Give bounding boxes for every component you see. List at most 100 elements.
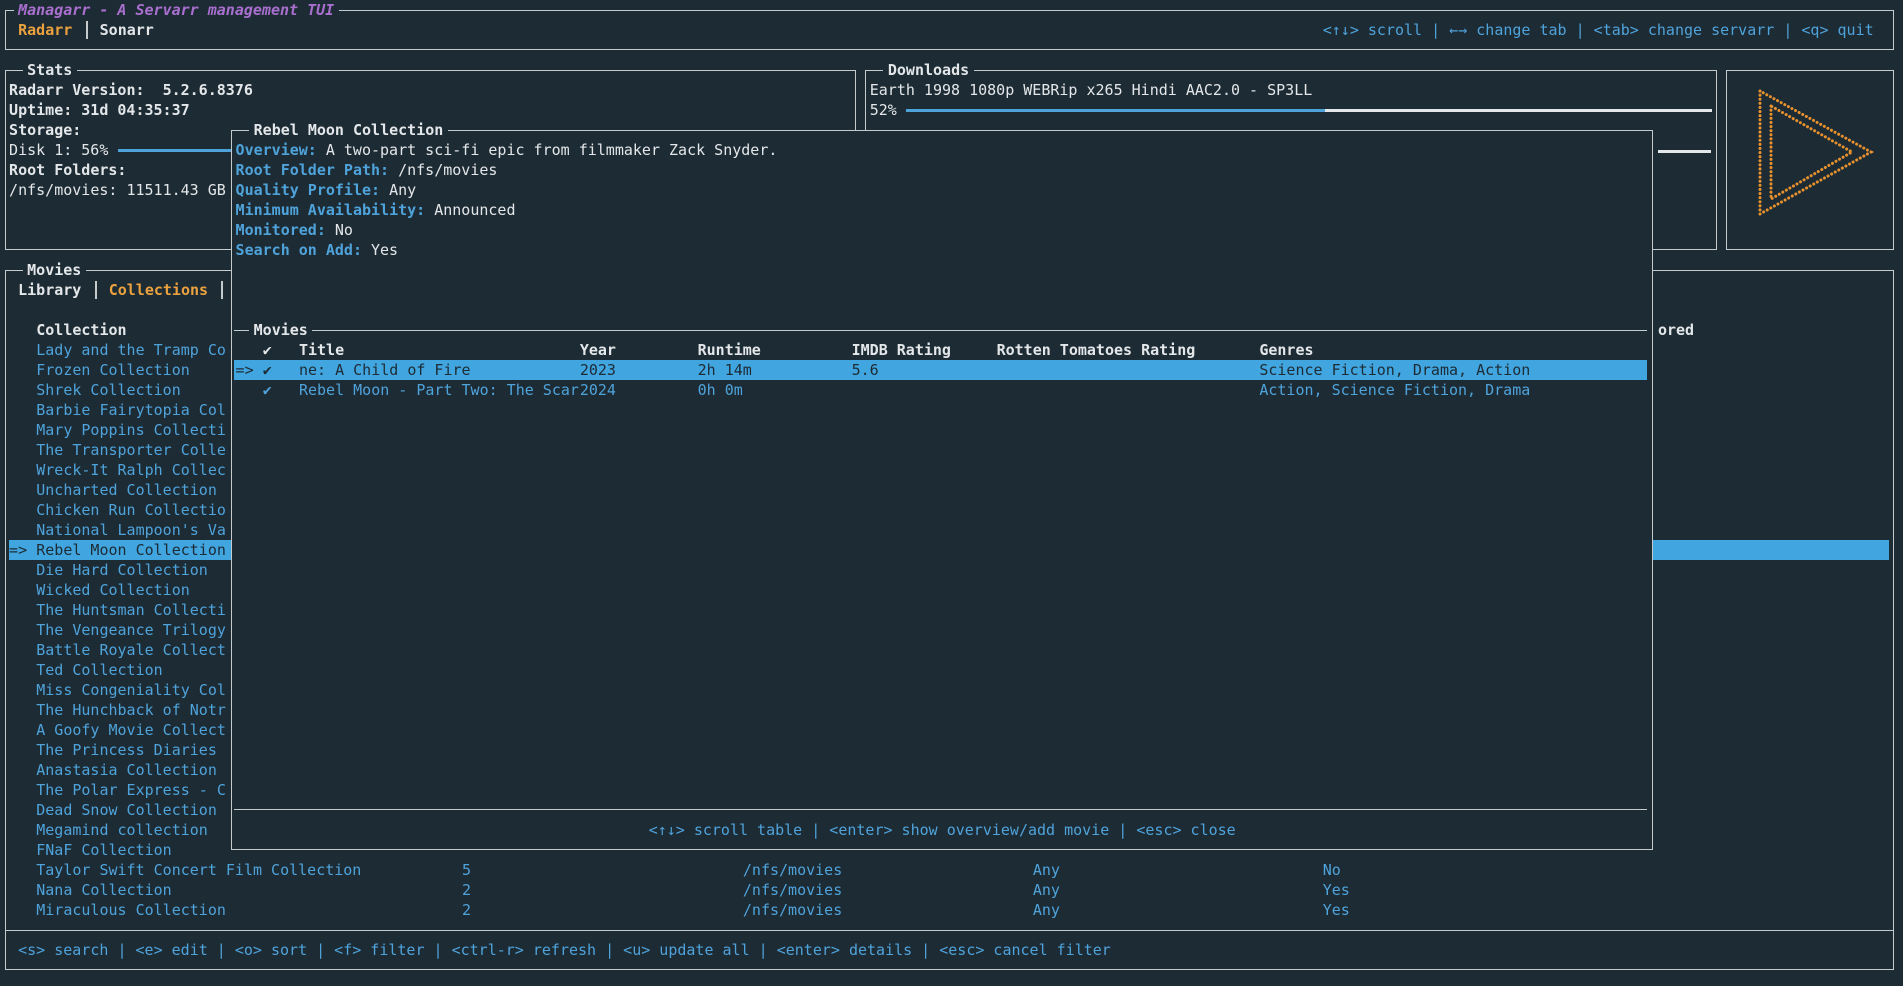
popup-field-label: Root Folder Path:: [235, 161, 390, 179]
collection-name[interactable]: Frozen Collection: [36, 361, 190, 379]
popup-column-header: IMDB Rating: [851, 341, 951, 359]
popup-cell-genres: Science Fiction, Drama, Action: [1259, 361, 1531, 379]
collection-name[interactable]: A Goofy Movie Collect: [36, 721, 226, 739]
collection-name[interactable]: Die Hard Collection: [36, 561, 208, 579]
collection-name[interactable]: Ted Collection: [36, 661, 163, 679]
popup-field-label: Minimum Availability:: [235, 201, 426, 219]
logo-frame: [1725, 70, 1895, 250]
row-cursor: =>: [9, 541, 28, 559]
disk-label: Disk 1:: [9, 141, 73, 159]
storage-label: Storage:: [9, 121, 82, 139]
collection-name[interactable]: The Transporter Colle: [36, 441, 226, 459]
collection-root-folder: /nfs/movies: [742, 901, 843, 919]
collection-root-folder: /nfs/movies: [742, 881, 843, 899]
collection-name[interactable]: Mary Poppins Collecti: [36, 421, 226, 439]
row-cursor: =>: [235, 361, 254, 379]
collection-name[interactable]: Shrek Collection: [36, 381, 181, 399]
popup-field-value: Yes: [371, 241, 399, 259]
popup-field-label: Search on Add:: [235, 241, 362, 259]
popup-cell-year: 2023: [579, 361, 616, 379]
movies-tab[interactable]: Library: [18, 281, 82, 299]
downloads-title: Downloads: [883, 60, 974, 80]
column-header: Collection: [36, 321, 127, 339]
collection-name[interactable]: Barbie Fairytopia Col: [36, 401, 226, 419]
collection-name[interactable]: Wicked Collection: [36, 581, 190, 599]
collection-quality-profile: Any: [1032, 881, 1060, 899]
progress-track: [1325, 109, 1713, 112]
popup-column-header: Genres: [1259, 341, 1314, 359]
root-folder: /nfs/movies: 11511.43 GB: [9, 181, 226, 199]
uptime: Uptime: 31d 04:35:37: [9, 100, 190, 120]
header-frame: [4, 10, 1895, 50]
popup-selected-highlight: [234, 360, 1647, 380]
collection-name[interactable]: Nana Collection: [36, 881, 172, 899]
servarr-tab[interactable]: Sonarr: [99, 21, 154, 39]
collection-movies: 2: [462, 881, 472, 899]
column-header: ored: [1657, 321, 1695, 339]
popup-field-value: A two-part sci-fi epic from filmmaker Za…: [325, 141, 778, 159]
stats-title: Stats: [22, 60, 77, 80]
logo-inner: [1769, 103, 1856, 202]
hidden-download-bar: [1658, 150, 1711, 153]
popup-field: Root Folder Path: /nfs/movies: [236, 160, 498, 180]
popup-field-label: Quality Profile:: [235, 181, 381, 199]
collection-name[interactable]: The Polar Express - C: [36, 781, 226, 799]
collection-name[interactable]: Dead Snow Collection: [36, 801, 217, 819]
popup-frame: [231, 130, 1654, 850]
tab-separator: [95, 281, 97, 299]
app-title: Managarr - A Servarr management TUI: [13, 0, 339, 20]
collection-name[interactable]: Miraculous Collection: [36, 901, 226, 919]
uptime-label: Uptime:: [9, 101, 73, 119]
popup-field-value: No: [334, 221, 353, 239]
header-help: <↑↓> scroll | ←→ change tab | <tab> chan…: [1322, 21, 1874, 39]
popup-field-value: /nfs/movies: [398, 161, 498, 179]
popup-cell-runtime: 2h 14m: [697, 361, 752, 379]
movies-help: <s> search | <e> edit | <o> sort | <f> f…: [18, 941, 1111, 959]
servarr-tab[interactable]: Radarr: [18, 21, 73, 39]
collection-name[interactable]: The Vengeance Trilogy: [36, 621, 226, 639]
popup-column-header: Runtime: [697, 341, 761, 359]
popup-field: Monitored: No: [236, 220, 353, 240]
popup-column-header: ✔: [262, 341, 272, 359]
collection-name[interactable]: Miss Congeniality Col: [36, 681, 226, 699]
collection-quality-profile: Any: [1032, 861, 1060, 879]
collection-name[interactable]: Chicken Run Collectio: [36, 501, 226, 519]
popup-field: Search on Add: Yes: [236, 240, 399, 260]
popup-cell-runtime: 0h 0m: [697, 381, 743, 399]
root-folders-label: Root Folders:: [9, 161, 127, 179]
popup-cell-monitored: ✔: [262, 381, 272, 399]
popup-table-frame: [233, 330, 1648, 810]
progress-fill: [906, 109, 1326, 112]
collection-name[interactable]: Battle Royale Collect: [36, 641, 226, 659]
collection-name[interactable]: Taylor Swift Concert Film Collection: [36, 861, 362, 879]
popup-column-header: Title: [298, 341, 345, 359]
popup-field: Overview: A two-part sci-fi epic from fil…: [236, 140, 778, 160]
popup-column-header: Year: [579, 341, 616, 359]
movies-title: Movies: [22, 260, 86, 280]
collection-name[interactable]: The Princess Diaries: [36, 741, 217, 759]
popup-cell-monitored: ✔: [262, 361, 272, 379]
collection-name[interactable]: The Hunchback of Notr: [36, 701, 226, 719]
popup-field: Minimum Availability: Announced: [236, 200, 516, 220]
tab-separator: [221, 281, 223, 299]
popup-cell-title[interactable]: ne: A Child of Fire: [298, 361, 471, 379]
popup-help: <↑↓> scroll table | <enter> show overvie…: [648, 821, 1236, 839]
collection-name[interactable]: Anastasia Collection: [36, 761, 217, 779]
collection-name[interactable]: The Huntsman Collecti: [36, 601, 226, 619]
popup-cell-title[interactable]: Rebel Moon - Part Two: The Scar: [298, 381, 579, 399]
collection-name[interactable]: Rebel Moon Collection: [36, 541, 226, 559]
collection-name[interactable]: Megamind collection: [36, 821, 208, 839]
collection-name[interactable]: National Lampoon's Va: [36, 521, 226, 539]
collection-name[interactable]: FNaF Collection: [36, 841, 172, 859]
radarr-version-value: 5.2.6.8376: [162, 81, 253, 99]
collection-name[interactable]: Lady and the Tramp Co: [36, 341, 226, 359]
collection-name[interactable]: Uncharted Collection: [36, 481, 217, 499]
movies-tab[interactable]: Collections: [108, 281, 209, 299]
disk-value: 56%: [81, 141, 109, 159]
download-name: Earth 1998 1080p WEBRip x265 Hindi AAC2.…: [869, 81, 1313, 99]
popup-field-label: Monitored:: [235, 221, 326, 239]
help-separator: [5, 930, 1894, 931]
collection-name[interactable]: Wreck-It Ralph Collec: [36, 461, 226, 479]
